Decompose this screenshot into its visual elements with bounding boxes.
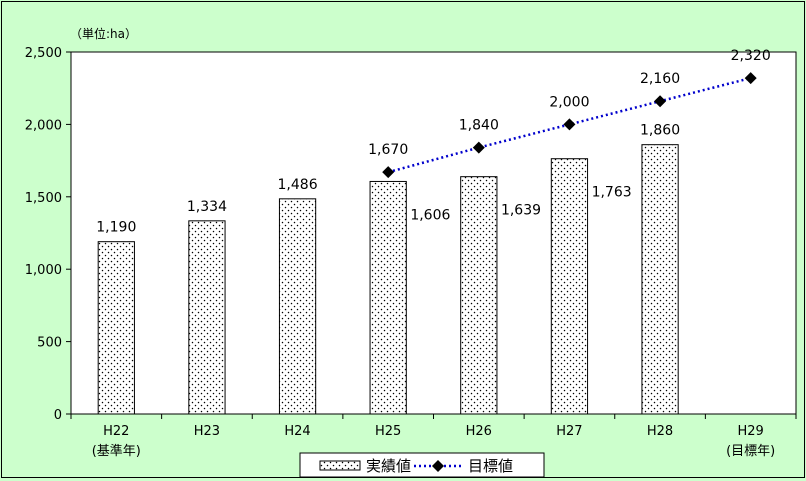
x-tick-sublabel: (基準年) xyxy=(92,443,141,459)
legend-line-marker xyxy=(432,460,444,472)
bar xyxy=(369,180,407,415)
bar-data-label: 1,606 xyxy=(410,207,450,223)
legend-bar-label: 実績値 xyxy=(366,457,411,475)
target-marker xyxy=(744,72,757,85)
legend-bar-swatch xyxy=(319,460,361,471)
target-data-label: 2,160 xyxy=(640,71,680,87)
y-axis: 0 500 1,000 1,500 2,000 2,500 xyxy=(25,46,71,423)
x-tick-label: H29 xyxy=(738,424,764,439)
x-tick-label: H22 xyxy=(103,424,129,439)
target-marker xyxy=(563,118,576,131)
bar-series: 1,190 1,334 1,486 1,606 1,639 1,763 1,860 xyxy=(96,123,680,415)
target-marker xyxy=(472,141,485,154)
target-data-label: 2,000 xyxy=(549,94,589,110)
target-series: 1,670 1,840 2,000 2,160 2,320 xyxy=(368,48,771,179)
x-tick-label: H24 xyxy=(284,424,310,439)
target-data-label: 2,320 xyxy=(731,48,771,64)
bar-data-label: 1,334 xyxy=(187,199,227,215)
bar-data-label: 1,190 xyxy=(96,220,136,236)
bar xyxy=(641,144,679,415)
x-tick-label: H25 xyxy=(375,424,401,439)
bar-data-label: 1,639 xyxy=(501,203,541,219)
y-tick-label: 2,500 xyxy=(25,46,62,61)
bar xyxy=(550,158,589,415)
y-tick-label: 1,500 xyxy=(25,191,62,206)
target-data-label: 1,840 xyxy=(459,118,499,134)
target-marker xyxy=(654,95,667,108)
y-tick-label: 500 xyxy=(37,336,62,351)
bar-data-label: 1,860 xyxy=(640,123,680,139)
bar xyxy=(97,241,135,415)
x-tick-label: H23 xyxy=(194,424,220,439)
bar-data-label: 1,486 xyxy=(278,177,318,193)
bar xyxy=(460,176,498,415)
bar-data-label: 1,763 xyxy=(592,185,632,201)
unit-label: （単位:ha） xyxy=(70,26,137,41)
target-data-label: 1,670 xyxy=(368,142,408,158)
y-tick-label: 2,000 xyxy=(25,118,62,133)
y-tick-label: 0 xyxy=(54,408,62,423)
x-tick-label: H28 xyxy=(647,424,673,439)
x-tick-sublabel: (目標年) xyxy=(726,444,775,459)
x-tick-label: H26 xyxy=(466,424,492,439)
x-axis: H22 (基準年) H23 H24 H25 H26 H27 H28 H29 (目標年) xyxy=(70,414,797,459)
legend-line-label: 目標値 xyxy=(468,457,513,475)
y-tick-label: 1,000 xyxy=(25,263,62,278)
x-tick-label: H27 xyxy=(556,424,582,439)
target-marker xyxy=(382,166,395,179)
bar xyxy=(278,198,317,415)
legend: 実績値 目標値 xyxy=(299,452,545,478)
plot-area xyxy=(70,51,797,415)
bar xyxy=(188,220,226,415)
